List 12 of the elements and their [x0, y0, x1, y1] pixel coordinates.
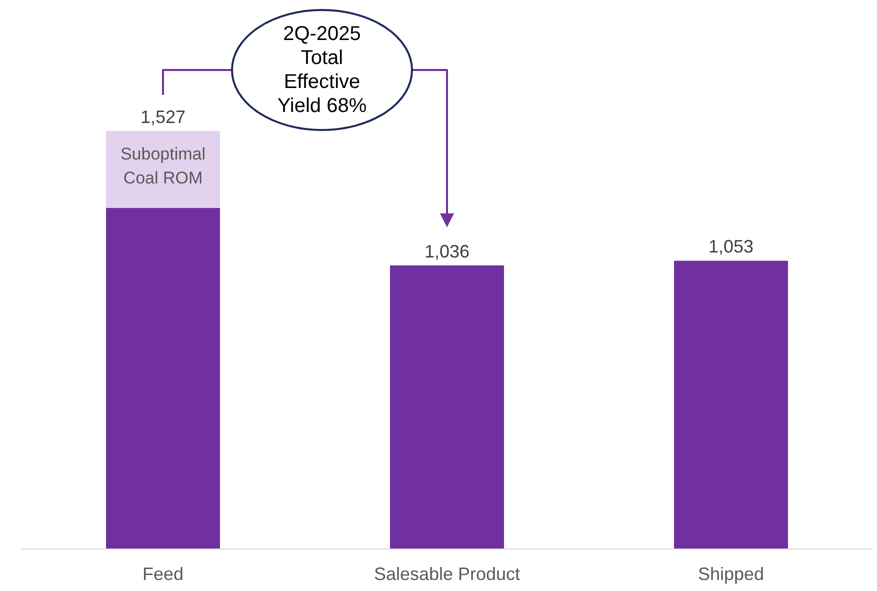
series-label: Suboptimal Coal ROM [120, 144, 206, 188]
bar [674, 260, 788, 549]
bar [390, 265, 504, 549]
data-label: 1,053 [708, 236, 754, 257]
x-tick-label: Salesable Product [374, 564, 520, 584]
bar [106, 130, 220, 208]
text: 2Q-2025 Total Effective Yield 68% [277, 23, 367, 117]
x-tick-label: Shipped [698, 564, 764, 584]
total-label: 1,527 [140, 106, 186, 127]
x-tick-label: Feed [142, 564, 184, 584]
bar [106, 208, 220, 549]
data-label: 1,036 [424, 241, 470, 262]
